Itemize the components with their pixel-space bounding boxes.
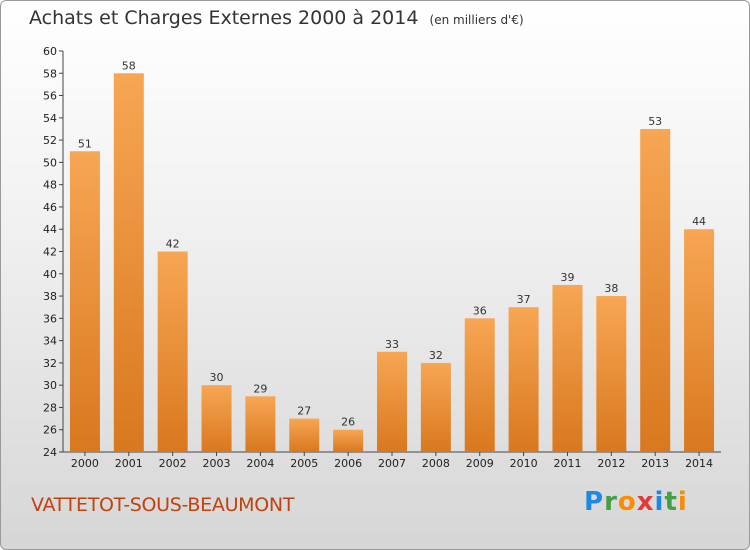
value-label: 30 — [210, 371, 224, 384]
value-label: 53 — [648, 115, 662, 128]
y-tick-label: 52 — [43, 134, 57, 147]
value-label: 51 — [78, 137, 92, 150]
value-label: 29 — [253, 382, 267, 395]
bar — [596, 296, 627, 452]
x-tick-label: 2007 — [378, 457, 406, 470]
logo-letter: i — [677, 487, 688, 517]
y-tick-label: 30 — [43, 379, 57, 392]
y-tick-label: 28 — [43, 401, 57, 414]
x-tick-label: 2004 — [246, 457, 274, 470]
value-label: 36 — [473, 304, 487, 317]
x-tick-label: 2003 — [203, 457, 231, 470]
value-label: 27 — [297, 405, 311, 418]
logo-letter: r — [604, 487, 618, 517]
value-label: 42 — [166, 238, 180, 251]
logo-letter: i — [654, 487, 665, 517]
x-tick-label: 2014 — [685, 457, 713, 470]
value-label: 33 — [385, 338, 399, 351]
logo-letter: P — [584, 487, 605, 517]
y-tick-label: 56 — [43, 90, 57, 103]
y-tick-label: 32 — [43, 357, 57, 370]
x-tick-label: 2010 — [510, 457, 538, 470]
x-tick-label: 2011 — [553, 457, 581, 470]
y-tick-label: 38 — [43, 290, 57, 303]
x-tick-label: 2009 — [466, 457, 494, 470]
y-tick-label: 54 — [43, 112, 57, 125]
value-label: 38 — [604, 282, 618, 295]
x-tick-label: 2002 — [159, 457, 187, 470]
y-tick-label: 48 — [43, 179, 57, 192]
value-label: 44 — [692, 215, 706, 228]
y-tick-label: 44 — [43, 223, 57, 236]
y-tick-label: 58 — [43, 67, 57, 80]
proxiti-logo: Proxiti — [584, 487, 688, 517]
chart-title-main: Achats et Charges Externes 2000 à 2014 — [29, 7, 419, 29]
value-label: 37 — [517, 293, 531, 306]
y-tick-label: 34 — [43, 335, 57, 348]
y-tick-label: 60 — [43, 45, 57, 58]
x-tick-label: 2013 — [641, 457, 669, 470]
chart-title-unit: (en milliers d'€) — [429, 13, 524, 27]
y-tick-label: 50 — [43, 156, 57, 169]
location-name: VATTETOT-SOUS-BEAUMONT — [31, 494, 295, 516]
y-tick-label: 26 — [43, 424, 57, 437]
bar — [508, 307, 539, 452]
bar — [157, 251, 188, 452]
y-tick-label: 36 — [43, 312, 57, 325]
bar — [684, 229, 715, 452]
bar — [245, 396, 276, 452]
bar — [69, 151, 100, 452]
value-label: 39 — [560, 271, 574, 284]
bar — [464, 318, 495, 452]
bar — [377, 351, 407, 452]
value-label: 58 — [122, 59, 136, 72]
bar — [640, 128, 671, 452]
value-label: 32 — [429, 349, 443, 362]
x-tick-label: 2005 — [290, 457, 318, 470]
x-tick-label: 2000 — [71, 457, 99, 470]
bar — [201, 385, 232, 452]
x-tick-label: 2012 — [597, 457, 625, 470]
chart-title: Achats et Charges Externes 2000 à 2014 (… — [29, 7, 524, 29]
logo-letter: t — [664, 487, 678, 517]
y-tick-label: 24 — [43, 446, 57, 459]
bar — [333, 429, 364, 452]
x-tick-label: 2006 — [334, 457, 362, 470]
y-tick-label: 40 — [43, 268, 57, 281]
value-label: 26 — [341, 416, 355, 429]
logo-letter: x — [636, 487, 655, 517]
x-tick-label: 2001 — [115, 457, 143, 470]
bar — [113, 73, 144, 453]
bar — [289, 418, 320, 452]
bar — [552, 284, 583, 452]
x-tick-label: 2008 — [422, 457, 450, 470]
y-tick-label: 42 — [43, 246, 57, 259]
logo-letter: o — [617, 487, 637, 517]
bar — [420, 362, 451, 452]
y-tick-label: 46 — [43, 201, 57, 214]
